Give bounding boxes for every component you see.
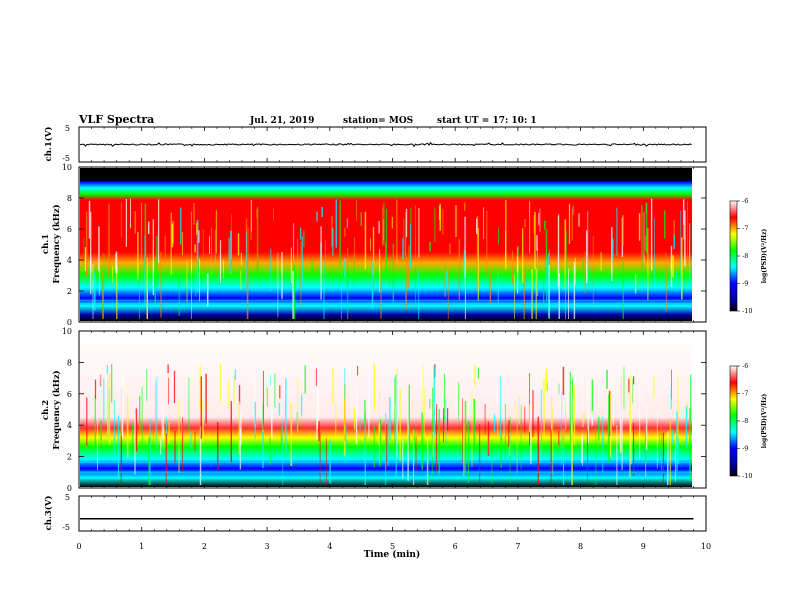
y-tick-label: 2	[67, 287, 72, 296]
colorbar-tick-label: -6	[742, 362, 748, 370]
x-tick-label: 7	[515, 542, 520, 551]
ch1-colorbar-label: log(PSD)(V²/Hz)	[761, 229, 768, 284]
x-tick-label: 1	[139, 542, 144, 551]
ch3-ylabel: ch.3(V)	[43, 496, 54, 531]
colorbar-tick-label: -9	[742, 445, 748, 453]
y-tick-label: 2	[67, 453, 72, 462]
colorbar-tick-label: -7	[742, 390, 748, 398]
x-tick-label: 8	[578, 542, 583, 551]
ch2-colorbar-scale	[729, 365, 738, 477]
ch2-spectrogram-panel: 0 2 4 6 8 10 ch.2 Frequency (kHz)	[41, 327, 707, 493]
ch1-waveform-panel: 5 -5 ch.1(V)	[43, 124, 707, 163]
colorbar-tick-label: -10	[742, 472, 752, 480]
station-label: station= MOS	[343, 116, 413, 126]
y-tick-label: 0	[67, 484, 72, 493]
ch2-spectrogram-ylabel: Frequency (kHz)	[51, 370, 62, 449]
x-tick-label: 3	[265, 542, 270, 551]
time-axis: 0 1 2 3 4 5 6 7 8 9 10	[76, 127, 711, 551]
y-tick-label: 4	[67, 421, 72, 430]
ch1-ylabel: ch.1(V)	[43, 127, 54, 162]
ch1-ytick-top: 5	[65, 124, 70, 133]
y-tick-label: 4	[67, 256, 72, 265]
colorbar-tick-label: -9	[742, 280, 748, 288]
ch3-waveform-panel: 5 -5 ch.3(V)	[43, 493, 707, 532]
ch1-colorbar: -6 -7 -8 -9 -10 log(PSD)(V²/Hz)	[729, 197, 768, 315]
ch2-spectrogram-streaks	[80, 363, 692, 485]
ch1-spectrogram-ylabel: Frequency (kHz)	[51, 204, 62, 283]
ch1-ytick-bottom: -5	[62, 154, 70, 163]
colorbar-tick-label: -8	[742, 252, 748, 260]
y-tick-label: 0	[67, 318, 72, 327]
ch2-colorbar-label: log(PSD)(V²/Hz)	[761, 394, 768, 449]
colorbar-tick-label: -10	[742, 307, 752, 315]
colorbar-tick-label: -8	[742, 417, 748, 425]
ch1-waveform-trace	[79, 141, 692, 148]
start-time-label: start UT = 17: 10: 1	[437, 116, 537, 126]
ch1-colorbar-scale	[729, 200, 738, 312]
colorbar-tick-label: -6	[742, 197, 748, 205]
y-tick-label: 6	[67, 225, 72, 234]
x-tick-label: 4	[327, 542, 332, 551]
y-tick-label: 6	[67, 390, 72, 399]
x-tick-label: 10	[701, 542, 711, 551]
y-tick-label: 8	[67, 194, 72, 203]
x-tick-label: 0	[76, 542, 81, 551]
y-tick-label: 8	[67, 358, 72, 367]
x-axis-label: Time (min)	[364, 549, 421, 560]
x-tick-label: 2	[202, 542, 207, 551]
ch3-waveform-frame	[78, 495, 707, 532]
y-tick-label: 10	[62, 327, 72, 336]
x-tick-label: 6	[453, 542, 458, 551]
colorbar-tick-label: -7	[742, 225, 748, 233]
figure-title: VLF Spectra	[78, 113, 154, 126]
ch2-colorbar: -6 -7 -8 -9 -10 log(PSD)(V²/Hz)	[729, 362, 768, 480]
ch2-spectrogram-channel-label: ch.2	[41, 400, 51, 420]
y-tick-label: 10	[62, 163, 72, 172]
ch1-spectrogram-panel: 0 2 4 6 8 10 ch.1 Frequency (kHz)	[41, 163, 707, 327]
date-label: Jul. 21, 2019	[249, 116, 314, 126]
ch1-spectrogram-streaks	[80, 198, 692, 319]
x-tick-label: 9	[641, 542, 646, 551]
ch3-ytick-top: 5	[65, 493, 70, 502]
ch3-ytick-bottom: -5	[62, 523, 70, 532]
x-tick-label: 5	[390, 542, 395, 551]
ch1-spectrogram-channel-label: ch.1	[41, 234, 51, 254]
